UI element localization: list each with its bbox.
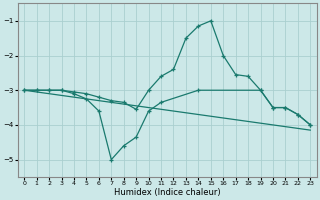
X-axis label: Humidex (Indice chaleur): Humidex (Indice chaleur) <box>114 188 220 197</box>
